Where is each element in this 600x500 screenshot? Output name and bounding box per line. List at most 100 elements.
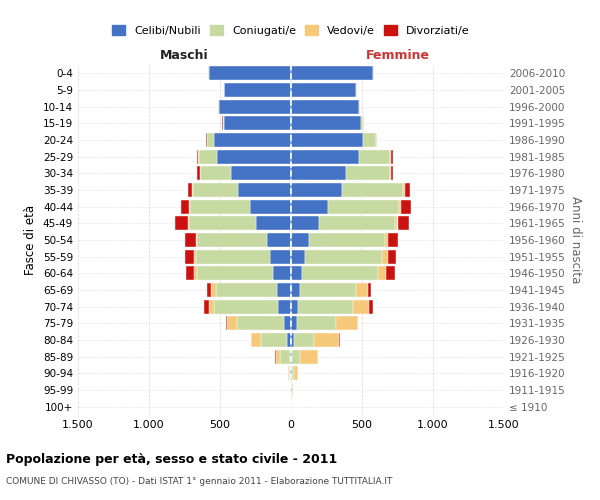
Bar <box>290 350 291 364</box>
Bar <box>346 166 391 180</box>
Bar <box>399 200 401 214</box>
Bar <box>205 300 209 314</box>
Bar <box>209 300 214 314</box>
Bar <box>342 183 403 197</box>
Bar <box>251 333 261 347</box>
Bar <box>291 116 361 130</box>
Bar <box>218 100 291 114</box>
Legend: Celibi/Nubili, Coniugati/e, Vedovi/e, Divorziati/e: Celibi/Nubili, Coniugati/e, Vedovi/e, Di… <box>109 22 473 39</box>
Bar <box>199 150 217 164</box>
Bar <box>194 250 196 264</box>
Bar <box>401 200 411 214</box>
Bar <box>292 383 293 397</box>
Bar <box>278 300 291 314</box>
Bar <box>188 183 193 197</box>
Bar <box>275 350 280 364</box>
Bar <box>302 266 377 280</box>
Bar <box>267 233 291 247</box>
Bar <box>382 250 388 264</box>
Y-axis label: Anni di nascita: Anni di nascita <box>569 196 582 284</box>
Bar <box>291 266 302 280</box>
Bar <box>197 233 267 247</box>
Bar <box>175 216 188 230</box>
Bar <box>364 133 376 147</box>
Bar <box>328 200 399 214</box>
Bar <box>223 116 224 130</box>
Bar <box>198 150 199 164</box>
Bar <box>361 116 364 130</box>
Bar <box>299 350 318 364</box>
Bar <box>214 300 278 314</box>
Bar <box>291 216 319 230</box>
Bar <box>291 250 305 264</box>
Bar <box>388 233 398 247</box>
Bar <box>291 283 299 297</box>
Bar <box>291 150 359 164</box>
Bar <box>292 366 293 380</box>
Bar <box>291 100 359 114</box>
Bar <box>186 266 194 280</box>
Bar <box>211 283 216 297</box>
Bar <box>200 166 232 180</box>
Bar <box>206 133 207 147</box>
Bar <box>185 233 196 247</box>
Bar <box>391 150 392 164</box>
Bar <box>194 266 197 280</box>
Bar <box>193 183 238 197</box>
Bar <box>289 366 290 380</box>
Bar <box>395 216 397 230</box>
Bar <box>296 316 337 330</box>
Bar <box>377 266 386 280</box>
Bar <box>292 350 299 364</box>
Bar <box>256 216 291 230</box>
Bar <box>290 366 291 380</box>
Bar <box>293 366 298 380</box>
Bar <box>385 233 388 247</box>
Bar <box>314 333 339 347</box>
Bar <box>353 300 369 314</box>
Bar <box>288 366 289 380</box>
Bar <box>291 300 298 314</box>
Bar <box>280 350 290 364</box>
Bar <box>291 200 328 214</box>
Bar <box>224 116 291 130</box>
Bar <box>209 66 291 80</box>
Bar <box>232 166 291 180</box>
Bar <box>404 183 410 197</box>
Bar <box>216 283 277 297</box>
Text: Femmine: Femmine <box>365 48 430 62</box>
Bar <box>398 216 409 230</box>
Bar <box>356 283 368 297</box>
Bar <box>291 316 296 330</box>
Bar <box>224 83 291 97</box>
Bar <box>291 366 292 380</box>
Bar <box>270 250 291 264</box>
Bar <box>238 183 291 197</box>
Text: Maschi: Maschi <box>160 48 209 62</box>
Bar <box>217 150 291 164</box>
Bar <box>287 333 291 347</box>
Bar <box>291 333 294 347</box>
Bar <box>188 216 189 230</box>
Bar <box>207 133 214 147</box>
Bar <box>237 316 284 330</box>
Bar <box>181 200 190 214</box>
Bar <box>190 200 250 214</box>
Bar <box>196 233 197 247</box>
Bar <box>388 250 396 264</box>
Bar <box>291 183 342 197</box>
Bar <box>337 316 358 330</box>
Bar <box>305 250 382 264</box>
Y-axis label: Fasce di età: Fasce di età <box>25 205 37 275</box>
Bar <box>185 250 194 264</box>
Bar <box>391 166 393 180</box>
Bar <box>359 150 391 164</box>
Bar <box>291 83 356 97</box>
Bar <box>368 283 371 297</box>
Bar <box>319 216 395 230</box>
Bar <box>359 100 360 114</box>
Bar <box>277 283 291 297</box>
Bar <box>227 316 237 330</box>
Text: COMUNE DI CHIVASSO (TO) - Dati ISTAT 1° gennaio 2011 - Elaborazione TUTTITALIA.I: COMUNE DI CHIVASSO (TO) - Dati ISTAT 1° … <box>6 478 392 486</box>
Bar <box>291 66 373 80</box>
